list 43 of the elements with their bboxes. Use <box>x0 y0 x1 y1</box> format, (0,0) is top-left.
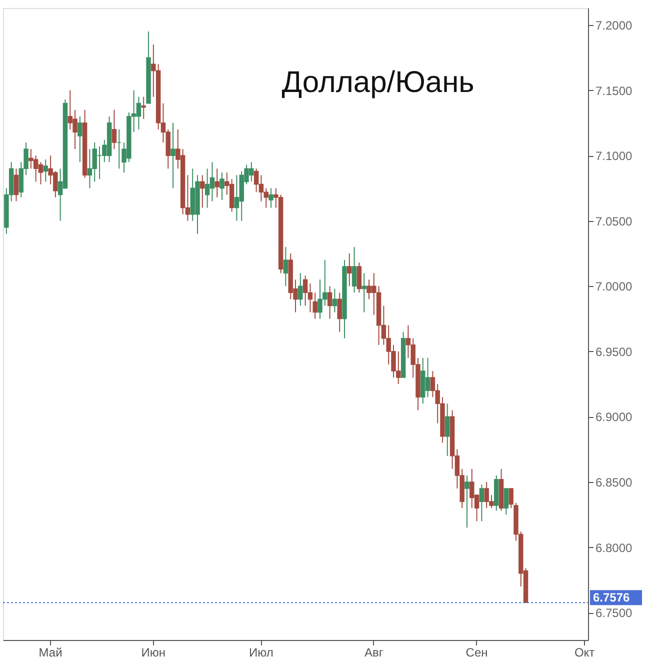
y-tick-label: 7.1500 <box>596 84 633 98</box>
candlestick <box>14 168 19 202</box>
y-tick-label: 6.9000 <box>596 410 633 424</box>
x-tick-label: Июн <box>141 646 166 660</box>
candlestick <box>332 288 338 313</box>
x-tick-label: Сен <box>466 646 488 660</box>
candlestick <box>352 246 357 294</box>
y-tick-label: 7.1000 <box>596 149 633 164</box>
candlestick <box>112 109 117 150</box>
candlestick <box>504 488 509 516</box>
x-tick-label: Май <box>38 646 62 660</box>
y-tick-label: 7.2000 <box>596 18 633 32</box>
candlestick <box>170 122 176 189</box>
text: Доллар/Юань <box>282 66 474 99</box>
x-tick-label: Июл <box>249 646 274 660</box>
y-tick-label: 6.7500 <box>596 606 633 620</box>
candlestick <box>43 158 48 182</box>
candlestick <box>445 403 450 456</box>
candlestick <box>283 246 288 287</box>
candlestick <box>362 272 366 313</box>
y-tick-label: 7.0500 <box>596 214 633 228</box>
y-tick-label: 6.8500 <box>596 476 633 490</box>
candlestick <box>327 286 332 320</box>
y-tick-label: 6.9500 <box>596 344 633 359</box>
y-tick-label: 6.8000 <box>596 540 633 555</box>
candlestick <box>312 292 318 320</box>
candlestick <box>298 272 303 306</box>
candlestick <box>356 262 362 294</box>
candlestick <box>141 96 146 120</box>
candlestick <box>464 474 470 528</box>
candlestick <box>268 188 274 208</box>
candlestick <box>347 252 352 287</box>
candlestick <box>200 174 205 208</box>
candlestick <box>78 116 82 163</box>
x-tick-label: Окт <box>574 646 596 660</box>
candlestick <box>508 488 514 509</box>
candlestick <box>214 168 220 198</box>
candlestick <box>220 172 224 200</box>
y-tick-label: 7.0000 <box>596 280 633 294</box>
candlestick <box>337 292 342 332</box>
ref-line-label: 6.7576 <box>593 590 630 605</box>
x-tick-label: Авг <box>364 646 384 660</box>
candlestick <box>479 484 484 522</box>
